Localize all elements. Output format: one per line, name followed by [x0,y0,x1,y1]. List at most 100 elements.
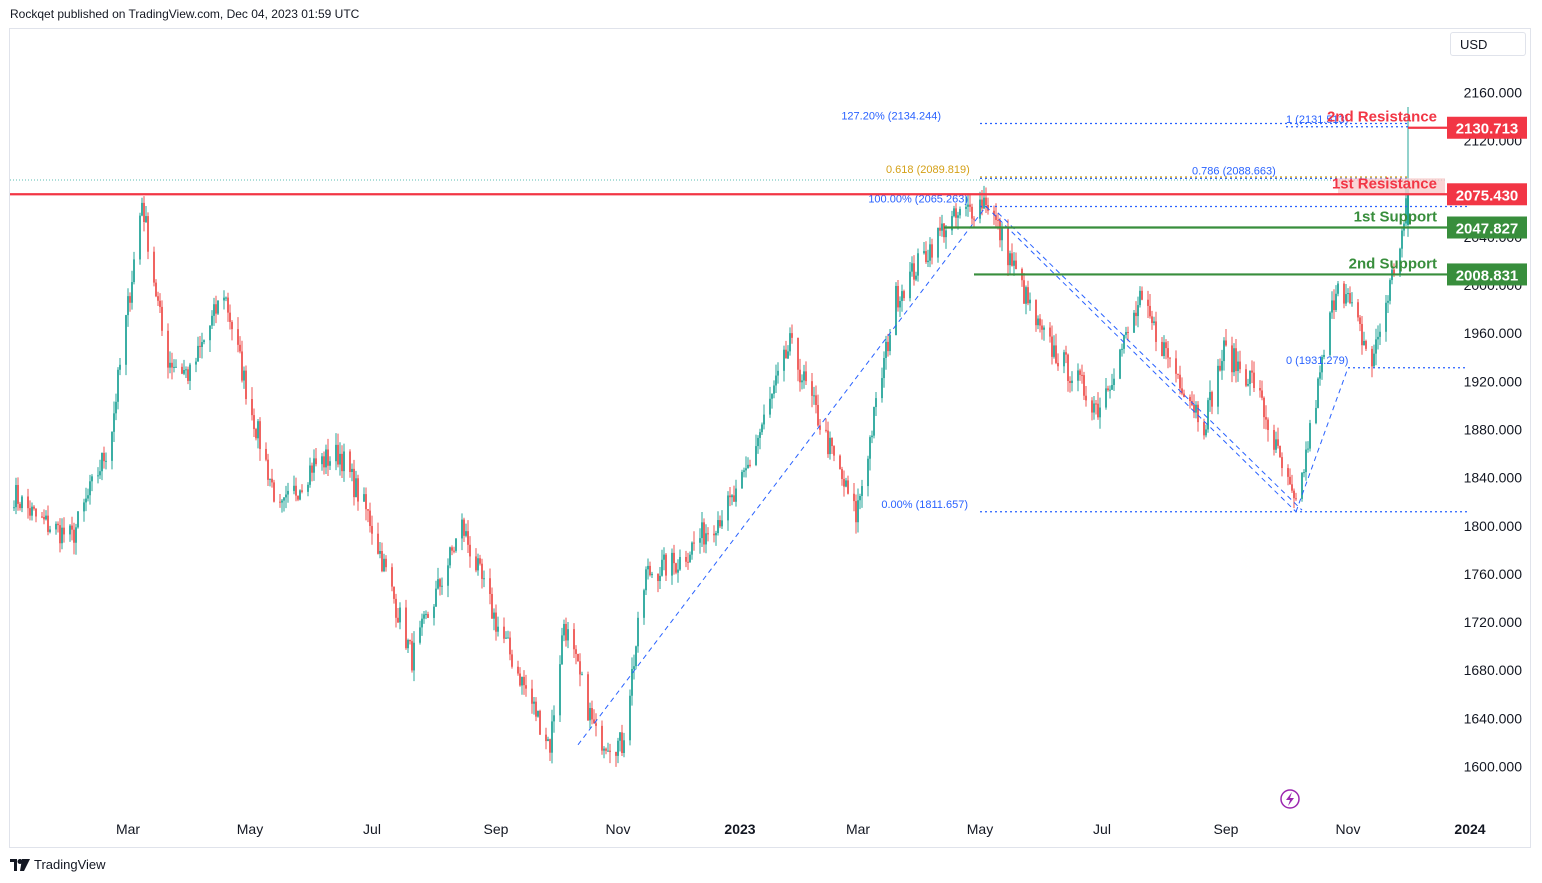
candle-body [251,399,253,416]
candle-body [185,369,187,371]
candle-body [161,306,163,331]
candle-body [885,341,887,358]
candle-body [1303,472,1305,474]
candle-body [1261,390,1263,398]
candle-body [97,475,99,477]
candle-body [391,567,393,587]
candle-body [733,495,735,502]
candle-body [1273,430,1275,450]
candle-body [131,282,133,303]
publisher-caption: Rockqet published on TradingView.com, De… [10,7,360,21]
candle-body [603,748,605,751]
candle-body [551,721,553,753]
candle-body [47,515,49,532]
candle-body [783,349,785,371]
candle-body [71,525,73,530]
candle-body [925,251,927,263]
candle-body [971,206,973,219]
candle-body [873,407,875,436]
candle-body [1309,423,1311,449]
candle-body [1345,294,1347,304]
candle-body [917,253,919,276]
candle-body [1205,429,1207,436]
candle-body [1359,317,1361,324]
candle-body [117,369,119,402]
candle-body [621,732,623,753]
candle-body [377,533,379,554]
fib-level-label: 0.786 (2088.663) [1192,165,1276,177]
candle-body [283,497,285,501]
candle-body [29,508,31,516]
candle-body [215,304,217,314]
candle-body [57,523,59,526]
candle-body [1081,374,1083,376]
level-badge-bg [1447,263,1527,286]
candle-body [371,525,373,534]
candle-body [875,398,877,408]
candle-body [203,340,205,343]
candle-body [271,478,273,483]
candle-body [1371,348,1373,367]
candle-body [1011,253,1013,266]
candle-body [553,715,555,722]
candle-body [623,740,625,753]
candle-body [1119,349,1121,379]
candle-body [139,215,141,260]
candle-body [1023,280,1025,304]
candle-body [561,635,563,665]
candle-body [769,398,771,415]
candle-body [171,362,173,368]
candle-body [745,468,747,471]
candle-body [1329,312,1331,355]
candle-body [771,393,773,399]
candle-body [619,732,621,741]
candle-body [1335,293,1337,311]
candle-body [465,531,467,536]
candle-body [1093,403,1095,413]
candle-body [383,558,385,572]
fibonacci-drawings: 127.20% (2134.244) 100.00% (2065.263) 0.00… [577,110,1468,746]
fib-level-label: 0.00% (1811.657) [881,499,968,511]
candle-body [635,646,637,667]
candle-body [279,501,281,503]
candle-body [1275,439,1277,450]
candle-body [1041,325,1043,330]
chart-frame [9,28,1531,848]
candle-body [861,486,863,496]
candle-body [293,485,295,491]
candle-body [731,495,733,498]
candle-body [101,452,103,472]
candle-body [929,244,931,261]
level-badge-value: 2130.713 [1456,121,1519,138]
candle-body [1217,365,1219,407]
price-tick-label: 1680.000 [1464,662,1523,678]
candle-body [449,547,451,566]
flash-icon[interactable] [1280,789,1300,809]
candle-body [299,490,301,500]
candle-body [351,468,353,473]
candle-body [269,478,271,480]
candle-body [1405,198,1407,224]
candle-body [539,710,541,735]
candle-body [1165,342,1167,349]
price-tick-label: 1920.000 [1464,373,1523,389]
fib-level-label: 0 (1931.279) [1286,355,1348,367]
candle-body [687,561,689,563]
candle-body [211,315,213,326]
candle-body [741,471,743,489]
candle-body [909,271,911,299]
candle-body [1239,361,1241,370]
candle-body [1343,283,1345,304]
candle-body [1379,331,1381,337]
candle-body [285,494,287,498]
candle-body [937,227,939,258]
candle-body [13,507,15,509]
candle-body [679,556,681,570]
time-tick-label: Nov [606,821,631,837]
candle-body [1235,348,1237,372]
candle-body [727,495,729,521]
currency-selector[interactable]: USD [1450,32,1526,56]
candle-body [895,285,897,336]
candle-body [525,685,527,689]
